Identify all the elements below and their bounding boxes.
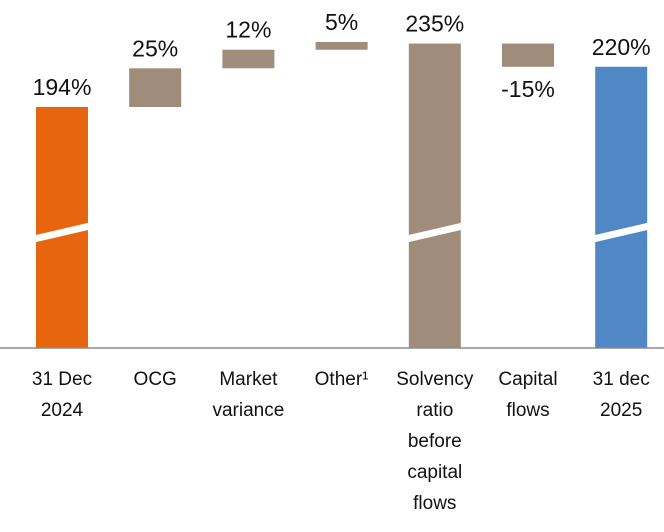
bar	[595, 66, 648, 348]
bar	[315, 42, 368, 50]
value-label: 12%	[225, 17, 271, 43]
axis-break	[33, 222, 91, 243]
category-label: Market variance	[212, 369, 285, 421]
category-label: 31 Dec 2024	[31, 369, 93, 421]
value-label: -15%	[501, 76, 555, 102]
bar	[502, 43, 554, 67]
value-label: 25%	[132, 35, 178, 61]
bar	[408, 43, 461, 349]
bar	[222, 49, 275, 69]
category-label: OCG	[133, 369, 177, 390]
axis-break	[592, 222, 650, 243]
category-label: 31 dec 2025	[592, 369, 650, 421]
value-label: 5%	[325, 9, 358, 35]
category-label: Capital flows	[498, 369, 558, 421]
bar	[129, 68, 182, 107]
category-label: Other¹	[314, 369, 369, 390]
value-label: 194%	[33, 74, 92, 100]
value-label: 220%	[592, 34, 651, 60]
value-label: 235%	[405, 11, 464, 37]
category-label: Solvency ratio before capital flows	[396, 369, 474, 514]
axis-break	[406, 222, 464, 243]
